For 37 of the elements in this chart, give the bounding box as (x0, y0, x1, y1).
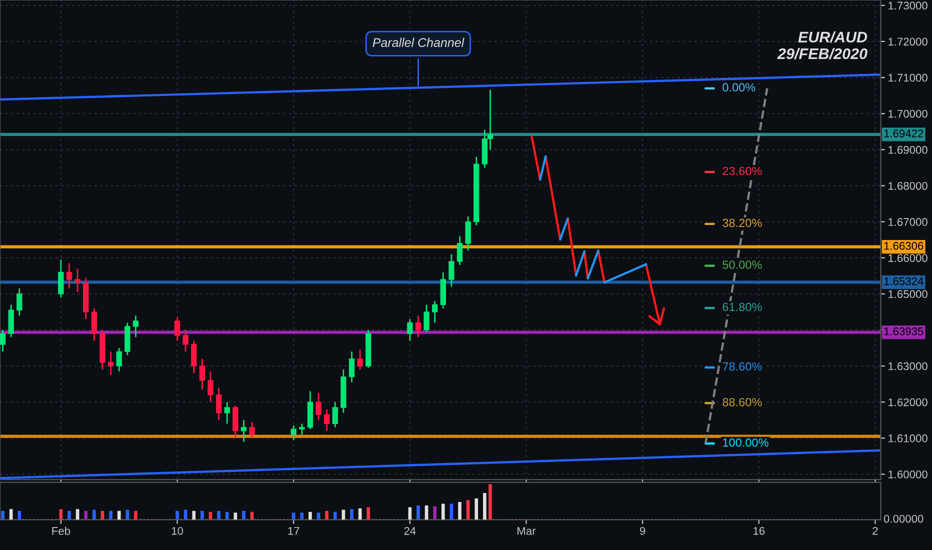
x-tick-label: Mar (518, 527, 536, 535)
x-tick-label: 2 (872, 526, 878, 535)
y-tick-label: 1.71000 (888, 74, 928, 82)
x-tick-label: 16 (754, 526, 765, 535)
series-label: 88.60% (722, 398, 762, 406)
x-tick-label: 24 (404, 526, 416, 535)
ref-line-label: 1.66306 (884, 242, 924, 250)
y-tick-label: 1.67000 (888, 218, 928, 226)
x-tick-label: 9 (640, 526, 646, 535)
y-tick-label: 1.65000 (888, 290, 928, 298)
series-label: 61.80% (722, 302, 762, 312)
y-tick-label: 1.63000 (888, 362, 928, 370)
y-tick-label: 1.73000 (888, 2, 928, 10)
series-label: 100.00% (723, 438, 768, 447)
x-tick-label: 17 (288, 527, 300, 535)
x-tick-label: 10 (172, 526, 183, 535)
y-tick-label: 1.69000 (888, 146, 928, 154)
text: EUR/AUD (798, 31, 868, 43)
y-tick-label: 1.66000 (888, 254, 928, 262)
ref-line-label: 1.63935 (884, 327, 924, 336)
y-tick-label: 1.60000 (888, 470, 928, 478)
x-tick-label: Feb (52, 526, 70, 535)
annotation: Parallel Channel (372, 38, 464, 47)
series-label: 23.60% (722, 166, 762, 176)
series-label: 0.00% (722, 83, 756, 92)
y-tick-label: 1.68000 (888, 182, 928, 190)
text: 29/FEB/2020 (777, 48, 868, 60)
y-tick-label: 1.62000 (888, 398, 928, 406)
y-tick-label: 1.61000 (888, 434, 928, 442)
ref-line-label: 0.00000 (884, 514, 924, 523)
series-label: 50.00% (722, 260, 762, 269)
ref-line-label: 1.69422 (884, 130, 924, 138)
series-label: 78.60% (722, 362, 762, 371)
ref-line-label: 1.65324 (884, 277, 924, 286)
y-tick-label: 1.70000 (888, 110, 928, 118)
y-tick-label: 1.72000 (888, 38, 928, 46)
series-label: 38.20% (722, 218, 762, 228)
